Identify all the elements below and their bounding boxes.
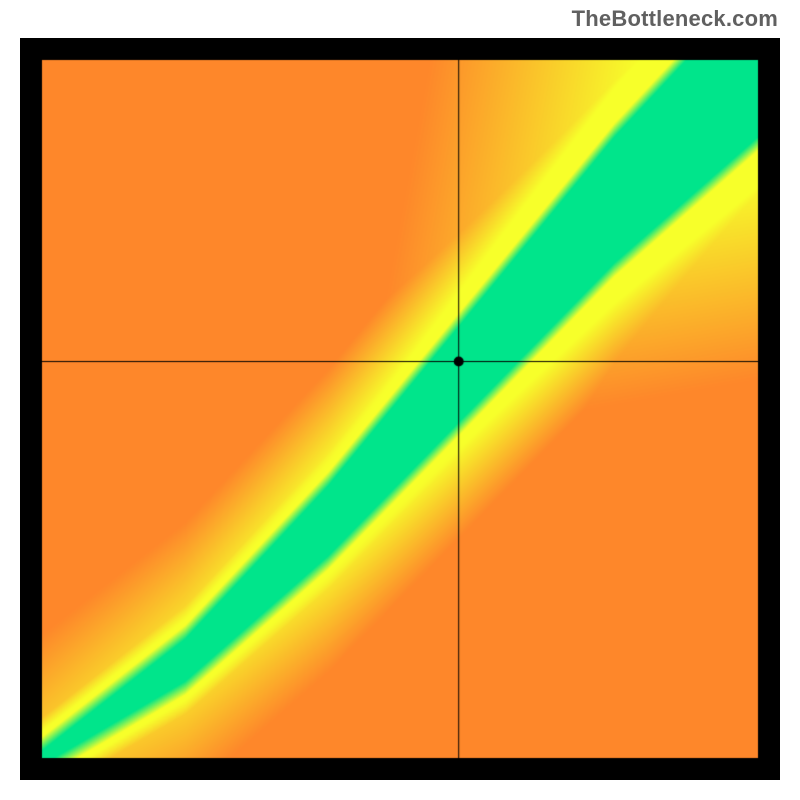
watermark-text: TheBottleneck.com [572,6,778,32]
bottleneck-chart-container: TheBottleneck.com [0,0,800,800]
heatmap-canvas [20,38,780,780]
bottleneck-plot [20,38,780,780]
